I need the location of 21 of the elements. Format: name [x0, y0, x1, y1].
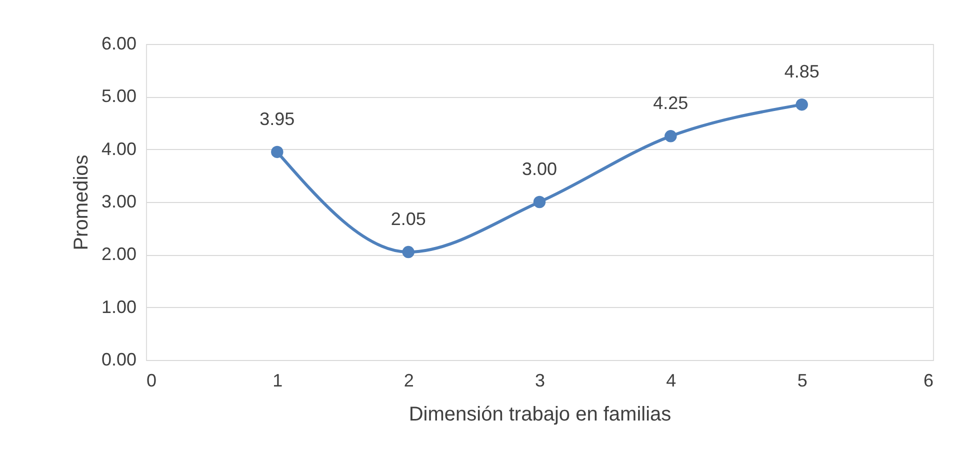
x-tick-label: 3: [534, 370, 546, 390]
x-tick-label: 1: [272, 370, 283, 390]
y-axis-title: Promedios: [70, 154, 92, 250]
data-label: 4.85: [784, 62, 820, 82]
data-label: 3.00: [522, 159, 558, 179]
y-tick-label: 1.00: [101, 296, 136, 317]
x-axis-title: Dimensión trabajo en familias: [408, 404, 672, 426]
data-label: 3.95: [260, 108, 295, 129]
x-tick-label: 0: [146, 370, 157, 390]
y-tick-label: 3.00: [101, 192, 136, 212]
data-label: 2.05: [390, 209, 426, 230]
y-tick-label: 2.00: [101, 244, 136, 264]
x-tick-label: 5: [797, 370, 808, 390]
y-tick-label: 6.00: [101, 34, 136, 54]
x-tick-label: 2: [404, 370, 414, 390]
x-tick-label: 4: [666, 370, 676, 390]
y-tick-label: 4.00: [101, 138, 136, 159]
y-tick-label: 0.00: [101, 350, 136, 370]
y-tick-label: 5.00: [101, 86, 136, 106]
data-label: 4.25: [653, 93, 688, 114]
x-tick-label: 6: [923, 370, 934, 390]
